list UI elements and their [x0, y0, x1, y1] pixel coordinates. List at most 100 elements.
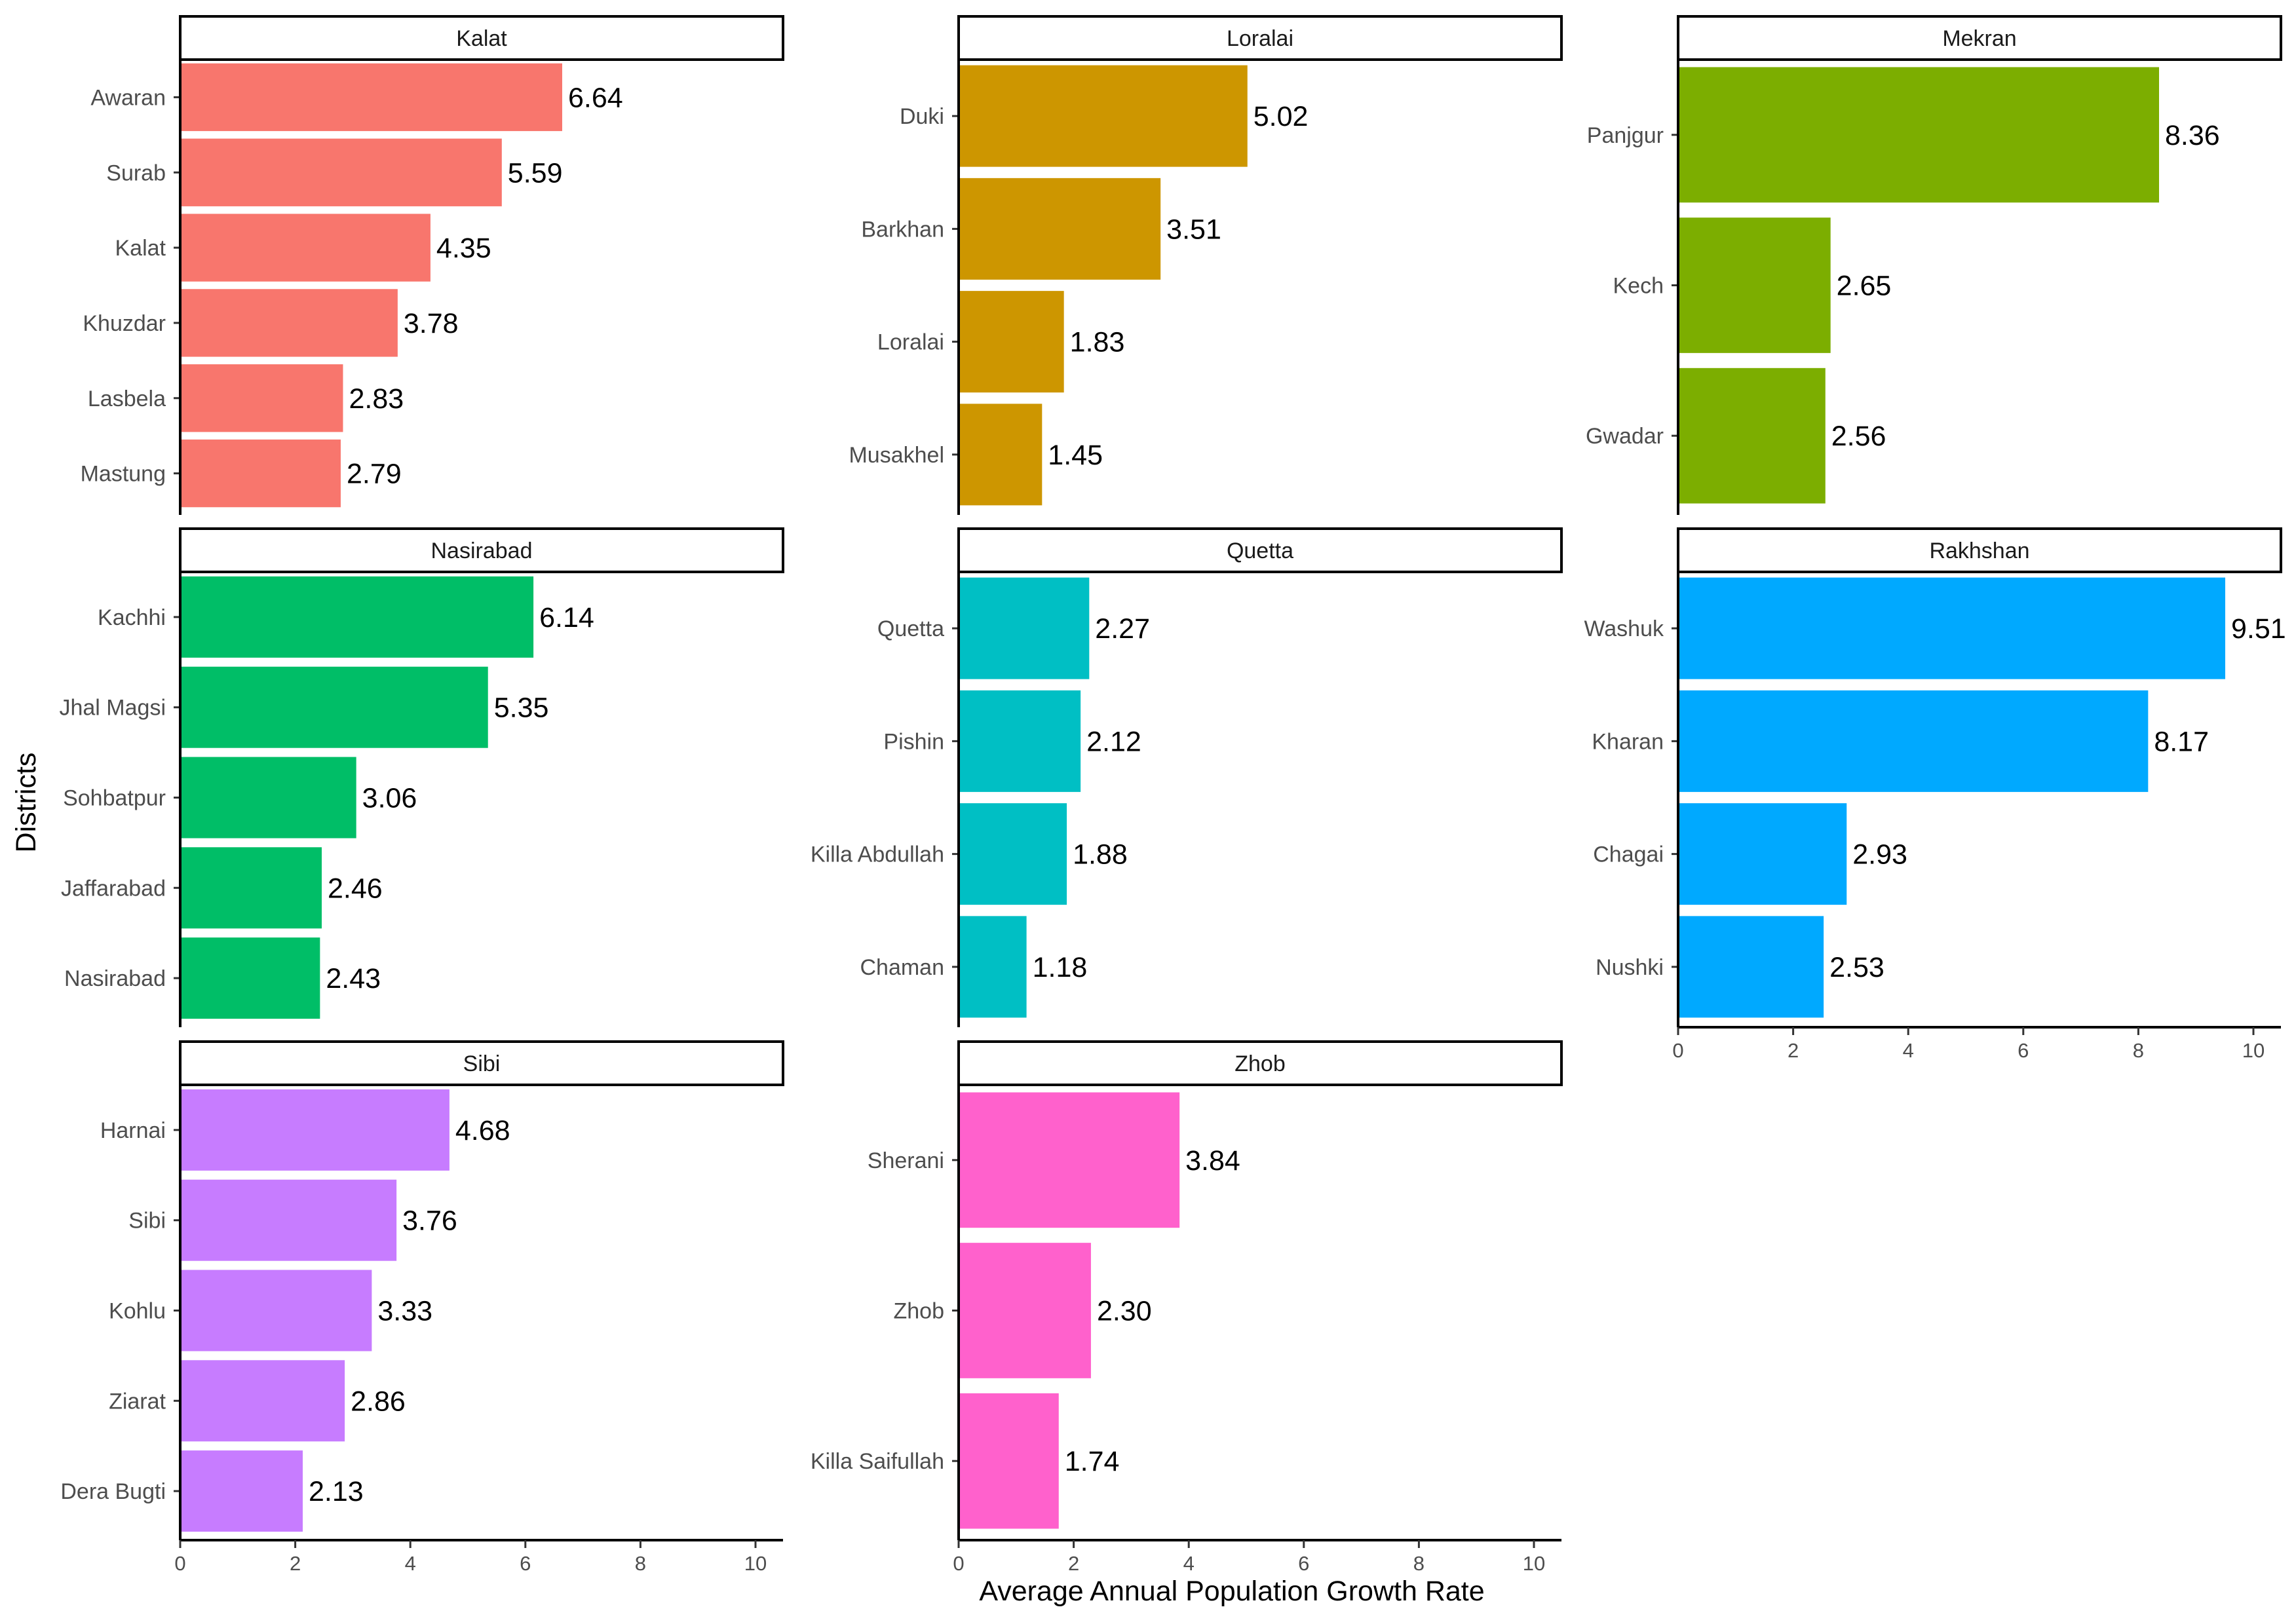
x-tick-label: 4 [1903, 1039, 1914, 1062]
bar [1678, 217, 1831, 353]
category-label: Khuzdar [83, 311, 166, 336]
data-label: 2.65 [1837, 271, 1892, 302]
x-tick-label: 4 [1183, 1552, 1195, 1575]
data-label: 5.59 [508, 157, 563, 189]
panel-loralai: Loralai 5.02 Duki 3.51 Barkhan 1.83 Loralai 1.4… [849, 15, 1563, 515]
category-label: Zhob [894, 1299, 945, 1324]
bar [180, 289, 398, 357]
x-tick-label: 10 [1523, 1552, 1545, 1575]
data-label: 4.68 [455, 1115, 510, 1146]
category-label: Nasirabad [64, 966, 166, 991]
bar [959, 803, 1067, 905]
panel-nasirabad: Nasirabad 6.14 Kachhi 5.35 Jhal Magsi 3.06 Soh… [59, 527, 784, 1027]
data-label: 5.02 [1253, 101, 1309, 132]
category-label: Killa Saifullah [811, 1449, 944, 1474]
bar [959, 65, 1248, 167]
category-label: Nushki [1596, 955, 1664, 980]
bar [180, 63, 562, 132]
x-tick-label: 6 [520, 1552, 531, 1575]
panel-sibi: Sibi 4.68 Harnai 3.76 Sibi 3.33 Kohlu 2.86 Ziara… [60, 1040, 784, 1575]
x-tick-label: 6 [1298, 1552, 1309, 1575]
category-label: Sherani [868, 1148, 944, 1173]
bar [959, 178, 1161, 280]
data-label: 1.18 [1033, 952, 1088, 983]
strip-label: Rakhshan [1929, 538, 2029, 563]
x-tick-label: 4 [405, 1552, 416, 1575]
panel-zhob: Zhob 3.84 Sherani 2.30 Zhob 1.74 Killa Saifull… [811, 1040, 1563, 1575]
category-label: Dera Bugti [60, 1479, 166, 1504]
data-label: 5.35 [494, 692, 549, 724]
category-label: Quetta [877, 616, 944, 641]
category-label: Awaran [90, 85, 166, 110]
strip-box [179, 1040, 784, 1086]
strip-label: Sibi [463, 1051, 501, 1076]
bar [959, 1243, 1091, 1378]
data-label: 1.88 [1073, 839, 1128, 871]
category-label: Jaffarabad [61, 876, 166, 901]
data-label: 6.14 [539, 602, 594, 633]
y-axis-title: Districts [10, 753, 42, 853]
data-label: 2.27 [1095, 613, 1150, 645]
x-tick-label: 0 [174, 1552, 185, 1575]
data-label: 3.76 [402, 1205, 457, 1237]
data-label: 1.83 [1070, 327, 1125, 358]
data-label: 2.86 [351, 1386, 406, 1417]
strip-box [1677, 527, 2282, 573]
bar [180, 439, 341, 508]
data-label: 3.51 [1166, 214, 1221, 245]
bar [180, 1450, 303, 1532]
strip-label: Quetta [1227, 538, 1293, 563]
data-label: 2.79 [347, 459, 402, 490]
category-label: Washuk [1584, 616, 1664, 641]
strip-label: Zhob [1234, 1051, 1286, 1076]
category-label: Pishin [883, 729, 944, 754]
category-label: Jhal Magsi [59, 696, 166, 721]
bar [1678, 690, 2149, 792]
bar [959, 1393, 1059, 1529]
strip-box [1677, 15, 2282, 61]
x-tick-label: 2 [1068, 1552, 1079, 1575]
category-label: Barkhan [861, 217, 944, 242]
category-label: Killa Abdullah [811, 842, 944, 867]
facet-panels: Kalat 6.64 Awaran 5.59 Surab 4.35 Kalat 3.78 Khu… [59, 15, 2286, 1575]
strip-box [957, 1040, 1563, 1086]
data-label: 3.84 [1185, 1145, 1240, 1177]
x-tick-label: 6 [2018, 1039, 2029, 1062]
bar [1678, 67, 2160, 203]
category-label: Kech [1613, 274, 1664, 299]
category-label: Musakhel [849, 443, 944, 468]
category-label: Kohlu [109, 1299, 166, 1324]
data-label: 1.74 [1065, 1446, 1120, 1477]
bar [180, 214, 430, 282]
panel-mekran: Mekran 8.36 Panjgur 2.65 Kech 2.56 Gwadar [1586, 15, 2282, 515]
category-label: Chagai [1593, 842, 1664, 867]
panel-rakhshan: Rakhshan 9.51 Washuk 8.17 Kharan 2.93 Chagai 2.… [1584, 527, 2286, 1062]
category-label: Kalat [115, 236, 166, 261]
category-label: Lasbela [88, 387, 166, 411]
strip-label: Mekran [1942, 26, 2016, 51]
bar [959, 1092, 1180, 1228]
bar [1678, 577, 2225, 679]
strip-box [179, 15, 784, 61]
bar [959, 291, 1064, 393]
category-label: Sohbatpur [63, 786, 166, 811]
category-label: Mastung [81, 462, 166, 487]
x-tick-label: 10 [2242, 1039, 2265, 1062]
strip-box [957, 527, 1563, 573]
category-label: Chaman [860, 955, 944, 980]
strip-label: Nasirabad [431, 538, 533, 563]
bar [959, 916, 1027, 1018]
bar [180, 138, 502, 206]
data-label: 2.46 [328, 873, 383, 904]
x-tick-label: 8 [2133, 1039, 2144, 1062]
data-label: 2.30 [1097, 1296, 1152, 1327]
category-label: Ziarat [109, 1389, 166, 1414]
data-label: 1.45 [1048, 440, 1103, 471]
bar [959, 404, 1043, 506]
data-label: 9.51 [2231, 613, 2286, 645]
data-label: 8.17 [2154, 726, 2209, 757]
category-label: Duki [900, 104, 944, 129]
bar [959, 690, 1081, 792]
data-label: 8.36 [2165, 120, 2220, 151]
